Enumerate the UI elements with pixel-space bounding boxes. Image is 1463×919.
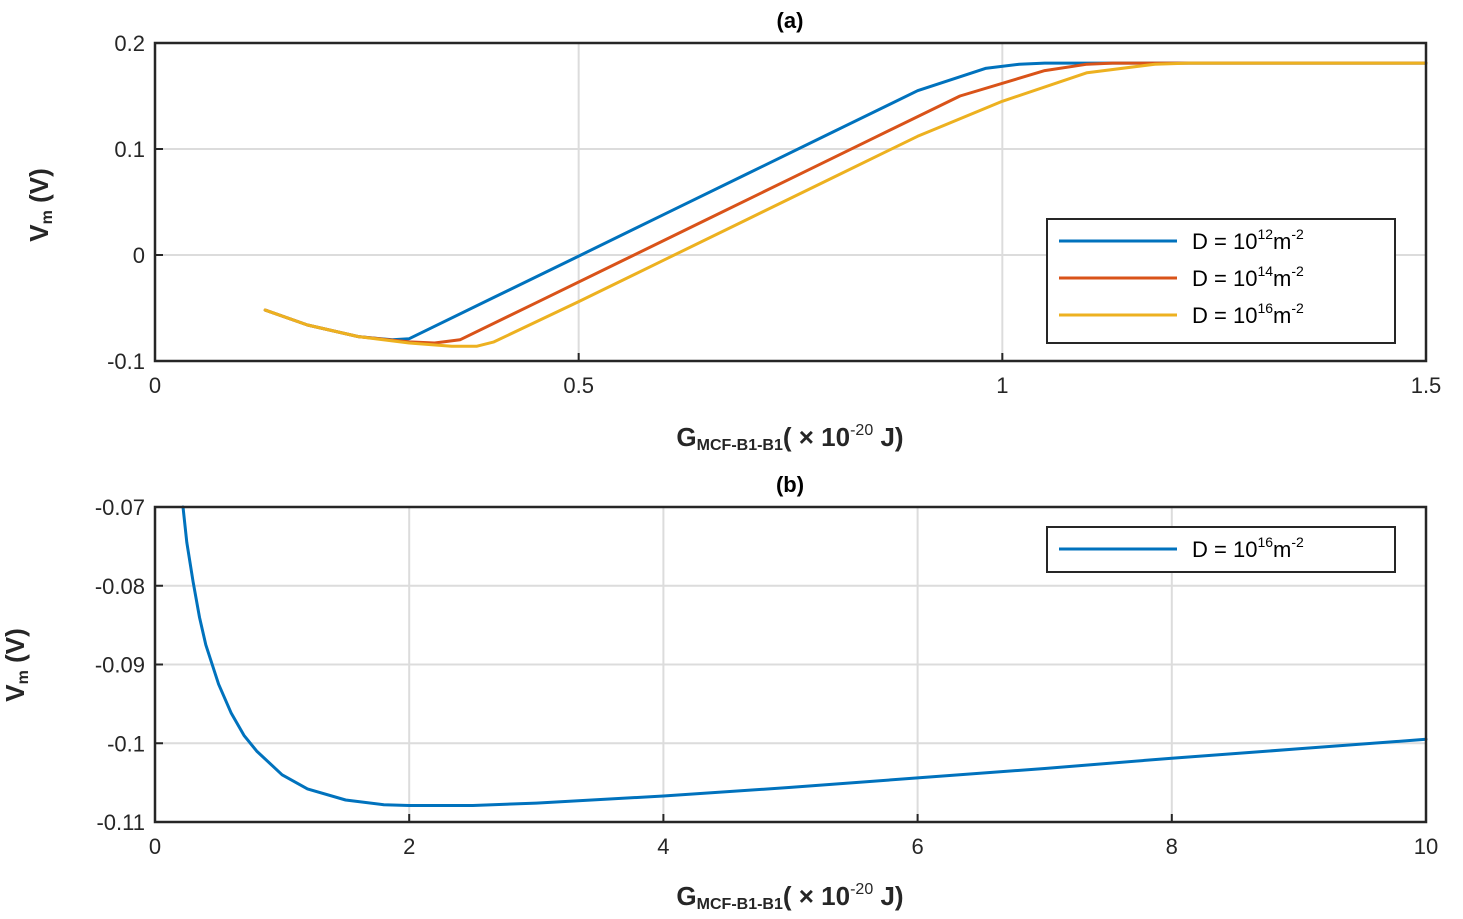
legend-exp: 14 (1257, 263, 1273, 279)
y-tick-label: 0.2 (114, 31, 145, 56)
y-label-main: V (0, 684, 30, 702)
x-tick-label: 2 (403, 834, 415, 859)
legend-unit: m (1273, 229, 1291, 254)
tick-labels-a: 0 0.5 1 1.5-0.100.10.2 (107, 31, 1441, 398)
legend-exp2: -2 (1291, 226, 1304, 242)
x-axis-label-a: GMCF-B1-B1( × 10-20 J) (676, 422, 903, 454)
legend-a: D = 1012m-2D = 1014m-2D = 1016m-2 (1046, 218, 1396, 344)
x-label-exp: -20 (850, 881, 873, 898)
panel-b: 0 2 4 6 8 10 -0.11 -0.1 -0.09 -0.08 -0.07 (b) GMCF… (0, 472, 1438, 913)
y-tick-label: 0 (133, 243, 145, 268)
legend-text: D = 10 (1192, 303, 1257, 328)
x-label-main: G (676, 422, 696, 452)
x-tick-label: 10 (1414, 834, 1438, 859)
y-label-sub: m (39, 210, 56, 224)
chart-title-a: (a) (777, 8, 804, 33)
panel-a: 0 0.5 1 1.5-0.100.10.2 (a) GMCF-B1-B1( × 10… (24, 8, 1441, 454)
plot-lines-a (263, 61, 1428, 348)
y-tick-label: -0.08 (95, 574, 145, 599)
legend-exp: 16 (1257, 534, 1273, 550)
plot-lines-b (181, 505, 1428, 807)
x-label-rest: ( × 10 (783, 881, 850, 911)
legend-label: D = 1012m-2 (1192, 226, 1304, 254)
x-label-unit: J) (873, 881, 903, 911)
tick-labels-b: 0 2 4 6 8 10 -0.11 -0.1 -0.09 -0.08 -0.07 (95, 495, 1438, 859)
legend-unit: m (1273, 266, 1291, 291)
x-tick-label: 8 (1166, 834, 1178, 859)
y-axis-label-a: Vm (V) (24, 168, 56, 241)
legend-b: D = 1016m-2 (1046, 526, 1396, 573)
x-axis-label-b: GMCF-B1-B1( × 10-20 J) (676, 881, 903, 913)
legend-text: D = 10 (1192, 229, 1257, 254)
chart-title-b: (b) (776, 472, 804, 497)
legend-text: D = 10 (1192, 266, 1257, 291)
y-tick-label: -0.1 (107, 349, 145, 374)
x-label-rest: ( × 10 (783, 422, 850, 452)
legend-label: D = 1016m-2 (1192, 534, 1304, 562)
y-label-main: V (24, 224, 54, 242)
y-label-sub: m (15, 670, 32, 684)
x-tick-label: 1 (996, 373, 1008, 398)
legend-label: D = 1014m-2 (1192, 263, 1304, 291)
x-label-unit: J) (873, 422, 903, 452)
legend-unit: m (1273, 303, 1291, 328)
y-label-unit: (V) (0, 628, 30, 670)
x-tick-label: 4 (657, 834, 669, 859)
legend-label: D = 1016m-2 (1192, 300, 1304, 328)
x-tick-label: 0.5 (563, 373, 594, 398)
x-tick-label: 1.5 (1411, 373, 1442, 398)
axes-frame-a (153, 41, 1428, 363)
y-tick-label: 0.1 (114, 137, 145, 162)
y-tick-label: -0.1 (107, 731, 145, 756)
legend-exp: 12 (1257, 226, 1273, 242)
y-tick-label: -0.07 (95, 495, 145, 520)
legend-exp2: -2 (1291, 300, 1304, 316)
legend-exp2: -2 (1291, 263, 1304, 279)
legend-text: D = 10 (1192, 537, 1257, 562)
x-label-exp: -20 (850, 422, 873, 439)
x-tick-label: 0 (149, 834, 161, 859)
series-line-3 (263, 61, 1428, 348)
legend-unit: m (1273, 537, 1291, 562)
x-label-sub: MCF-B1-B1 (697, 437, 783, 454)
y-tick-label: -0.11 (96, 810, 145, 835)
y-label-unit: (V) (24, 168, 54, 210)
x-tick-label: 6 (911, 834, 923, 859)
legend-exp: 16 (1257, 300, 1273, 316)
x-label-sub: MCF-B1-B1 (697, 896, 783, 913)
y-tick-label: -0.09 (95, 653, 145, 678)
series-line-1 (181, 505, 1428, 807)
x-tick-label: 0 (149, 373, 161, 398)
y-axis-label-b: Vm (V) (0, 628, 32, 701)
legend-exp2: -2 (1291, 534, 1304, 550)
x-label-main: G (676, 881, 696, 911)
